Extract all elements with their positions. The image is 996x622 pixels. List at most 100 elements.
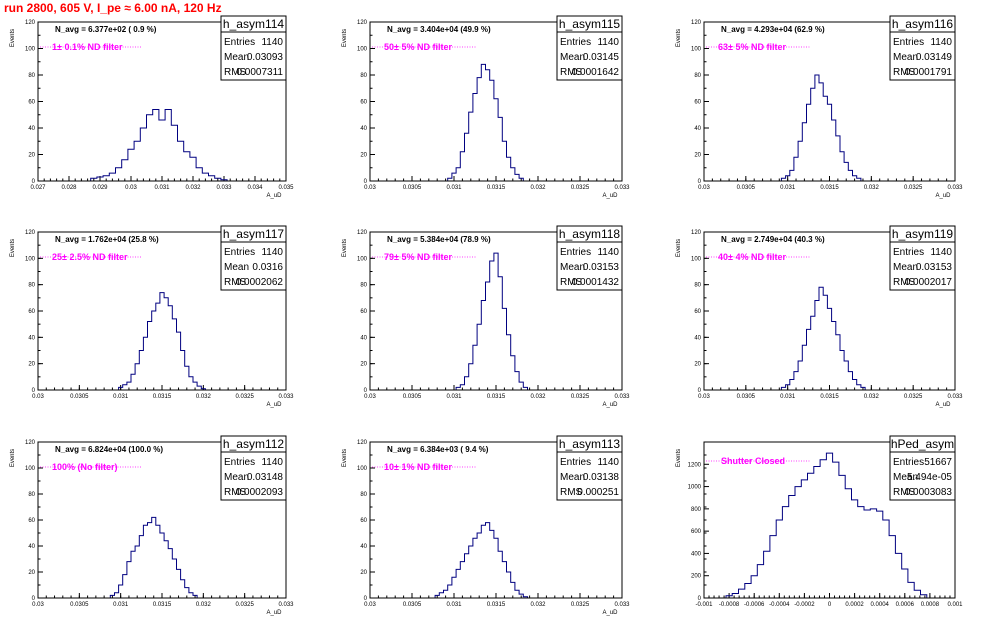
x-tick-label: 0.0315 xyxy=(487,185,506,191)
plot-frame xyxy=(369,441,623,599)
stat-value: 1140 xyxy=(261,37,283,48)
x-tick-label: -0.001 xyxy=(695,602,713,608)
x-tick-label: 0.0305 xyxy=(403,185,422,191)
histogram-name: h_asym118 xyxy=(559,227,620,241)
y-tick-label: 80 xyxy=(360,73,367,79)
histogram-name: h_asym113 xyxy=(559,437,620,451)
histogram-series xyxy=(114,292,210,391)
stat-label: RMS xyxy=(560,277,583,288)
y-axis-title: Events xyxy=(342,239,348,257)
navg-label: N_avg = 6.377e+02 ( 0.9 %) xyxy=(55,25,157,34)
stat-label: RMS xyxy=(224,67,247,78)
x-tick-label: 0.033 xyxy=(278,602,294,608)
x-tick-label: 0.032 xyxy=(185,185,201,191)
x-tick-label: 0.031 xyxy=(154,185,170,191)
histogram-name: hPed_asym xyxy=(891,437,954,451)
x-axis-title: A_uD xyxy=(266,610,282,616)
x-tick-label: 0.03 xyxy=(364,185,376,191)
histogram-series xyxy=(451,252,532,391)
stat-value: 0.0001791 xyxy=(905,67,953,78)
stat-value: 0.0001642 xyxy=(572,67,620,78)
x-tick-label: 0.0325 xyxy=(571,185,590,191)
y-tick-label: 400 xyxy=(691,551,702,557)
filter-label: 79± 5% ND filter xyxy=(384,252,452,262)
histogram-series xyxy=(719,452,933,599)
x-axis-title: A_uD xyxy=(266,193,282,199)
navg-label: N_avg = 1.762e+04 (25.8 %) xyxy=(55,235,159,244)
x-tick-label: 0.0305 xyxy=(737,394,756,400)
histogram-panel: 0 20 40 60 80 100 120 0.03 0.0305 0.031 0.0315 0.03… xyxy=(10,225,294,408)
stat-value: 0.0002062 xyxy=(236,277,284,288)
histogram-name: h_asym119 xyxy=(892,227,953,241)
y-tick-label: 80 xyxy=(360,283,367,289)
y-tick-label: 60 xyxy=(360,100,367,106)
x-tick-label: 0.032 xyxy=(196,602,212,608)
x-tick-label: 0.033 xyxy=(614,602,630,608)
y-tick-label: 80 xyxy=(694,73,701,79)
histogram-series xyxy=(777,74,866,182)
x-tick-label: 0.001 xyxy=(947,602,963,608)
y-tick-label: 0 xyxy=(32,179,36,185)
y-tick-label: 20 xyxy=(694,362,701,368)
x-tick-label: 0.031 xyxy=(113,602,129,608)
stat-label: Entries xyxy=(224,37,255,48)
stat-label: Mean xyxy=(224,472,249,483)
x-tick-label: 0.0305 xyxy=(403,602,422,608)
stat-label: RMS xyxy=(893,487,916,498)
y-tick-label: 60 xyxy=(694,100,701,106)
x-tick-label: 0.0325 xyxy=(571,602,590,608)
stat-label: Mean xyxy=(893,472,918,483)
y-tick-label: 100 xyxy=(357,47,368,53)
y-tick-label: 0 xyxy=(32,596,36,602)
stat-value: 1140 xyxy=(597,37,619,48)
stat-label: Mean xyxy=(560,472,585,483)
stat-label: RMS xyxy=(224,277,247,288)
stat-label: RMS xyxy=(893,67,916,78)
stat-label: RMS xyxy=(224,487,247,498)
stat-box xyxy=(556,241,623,291)
histogram-panel: 0 20 40 60 80 100 120 0.03 0.0305 0.031 0.0315 0.03… xyxy=(10,435,294,616)
stat-label: RMS xyxy=(893,277,916,288)
y-tick-label: 120 xyxy=(357,20,368,26)
x-tick-label: 0.0315 xyxy=(487,394,506,400)
x-tick-label: -0.0004 xyxy=(769,602,790,608)
stat-box xyxy=(220,31,287,81)
y-tick-label: 100 xyxy=(357,466,368,472)
plot-frame xyxy=(703,231,956,391)
stat-box xyxy=(220,241,287,291)
y-tick-label: 20 xyxy=(28,570,35,576)
filter-label: 63± 5% ND filter xyxy=(718,42,786,52)
filter-label: 10± 1% ND filter xyxy=(384,462,452,472)
histogram-panel: 0 20 40 60 80 100 120 0.027 0.028 0.029 0.03 0.031 0… xyxy=(10,15,294,199)
navg-label: N_avg = 5.384e+04 (78.9 %) xyxy=(387,235,491,244)
y-tick-label: 0 xyxy=(32,388,36,394)
y-tick-label: 60 xyxy=(28,518,35,524)
y-tick-label: 100 xyxy=(691,256,702,262)
plot-frame xyxy=(369,231,623,391)
y-tick-label: 60 xyxy=(28,100,35,106)
x-tick-label: 0.03 xyxy=(698,394,710,400)
navg-label: N_avg = 3.404e+04 (49.9 %) xyxy=(387,25,491,34)
x-tick-label: 0.032 xyxy=(530,185,546,191)
y-tick-label: 40 xyxy=(360,544,367,550)
filter-label: 100% (No filter) xyxy=(52,462,118,472)
y-axis-title: Events xyxy=(342,29,348,47)
x-tick-label: 0.0315 xyxy=(820,394,839,400)
x-tick-label: 0.03 xyxy=(364,602,376,608)
y-tick-label: 40 xyxy=(28,335,35,341)
stat-box xyxy=(889,451,956,501)
y-tick-label: 600 xyxy=(691,529,702,535)
stat-value: 1140 xyxy=(261,457,283,468)
y-axis-title: Events xyxy=(10,239,16,257)
y-tick-label: 0 xyxy=(364,388,368,394)
y-tick-label: 120 xyxy=(691,230,702,236)
histogram-name: h_asym114 xyxy=(223,17,284,31)
x-tick-label: 0.03 xyxy=(32,394,44,400)
stat-label: Entries xyxy=(893,37,924,48)
x-tick-label: 0.0325 xyxy=(904,185,923,191)
stat-label: RMS xyxy=(560,67,583,78)
y-tick-label: 100 xyxy=(25,466,36,472)
y-tick-label: 80 xyxy=(360,492,367,498)
y-tick-label: 1200 xyxy=(688,462,702,468)
y-tick-label: 20 xyxy=(360,153,367,159)
